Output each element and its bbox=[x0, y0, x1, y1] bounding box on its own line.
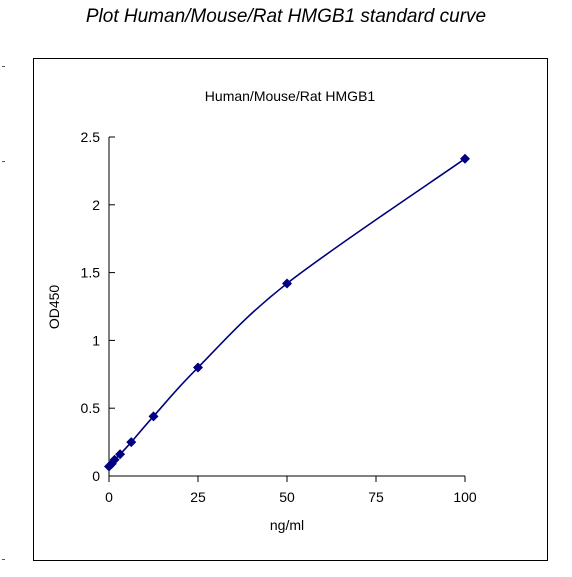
chart-frame bbox=[33, 58, 548, 561]
y-tick-label: 2.5 bbox=[81, 129, 101, 145]
y-tick-label: 0.5 bbox=[81, 400, 101, 416]
x-axis-title: ng/ml bbox=[270, 517, 304, 533]
x-tick-label: 25 bbox=[190, 489, 206, 505]
y-tick-label: 1 bbox=[92, 332, 100, 348]
data-point-diamond bbox=[109, 454, 120, 465]
y-axis-title: OD450 bbox=[46, 285, 62, 330]
data-point-diamond bbox=[126, 437, 137, 448]
y-tick-label: 0 bbox=[92, 468, 100, 484]
standard-curve-line bbox=[108, 158, 466, 468]
edge-mark bbox=[2, 559, 5, 560]
y-tick-label: 1.5 bbox=[81, 265, 101, 281]
ticks: 0 25 50 75 100 0 0.5 1 1.5 2 2.5 bbox=[81, 129, 477, 505]
data-point-diamond bbox=[115, 449, 126, 460]
data-point-diamond bbox=[193, 362, 203, 373]
x-tick-label: 75 bbox=[368, 489, 384, 505]
x-tick-label: 0 bbox=[105, 489, 113, 505]
data-points bbox=[104, 153, 470, 472]
chart-title: Human/Mouse/Rat HMGB1 bbox=[205, 88, 376, 104]
data-point-diamond bbox=[460, 153, 470, 164]
data-point-diamond bbox=[282, 278, 292, 289]
y-tick-label: 2 bbox=[92, 197, 100, 213]
axes bbox=[108, 137, 465, 477]
curve bbox=[108, 158, 466, 468]
edge-mark bbox=[2, 66, 5, 67]
edge-mark bbox=[2, 161, 5, 162]
data-point-diamond bbox=[148, 411, 159, 422]
page-title: Plot Human/Mouse/Rat HMGB1 standard curv… bbox=[85, 6, 487, 27]
x-tick-label: 50 bbox=[279, 489, 295, 505]
x-tick-label: 100 bbox=[453, 489, 477, 505]
